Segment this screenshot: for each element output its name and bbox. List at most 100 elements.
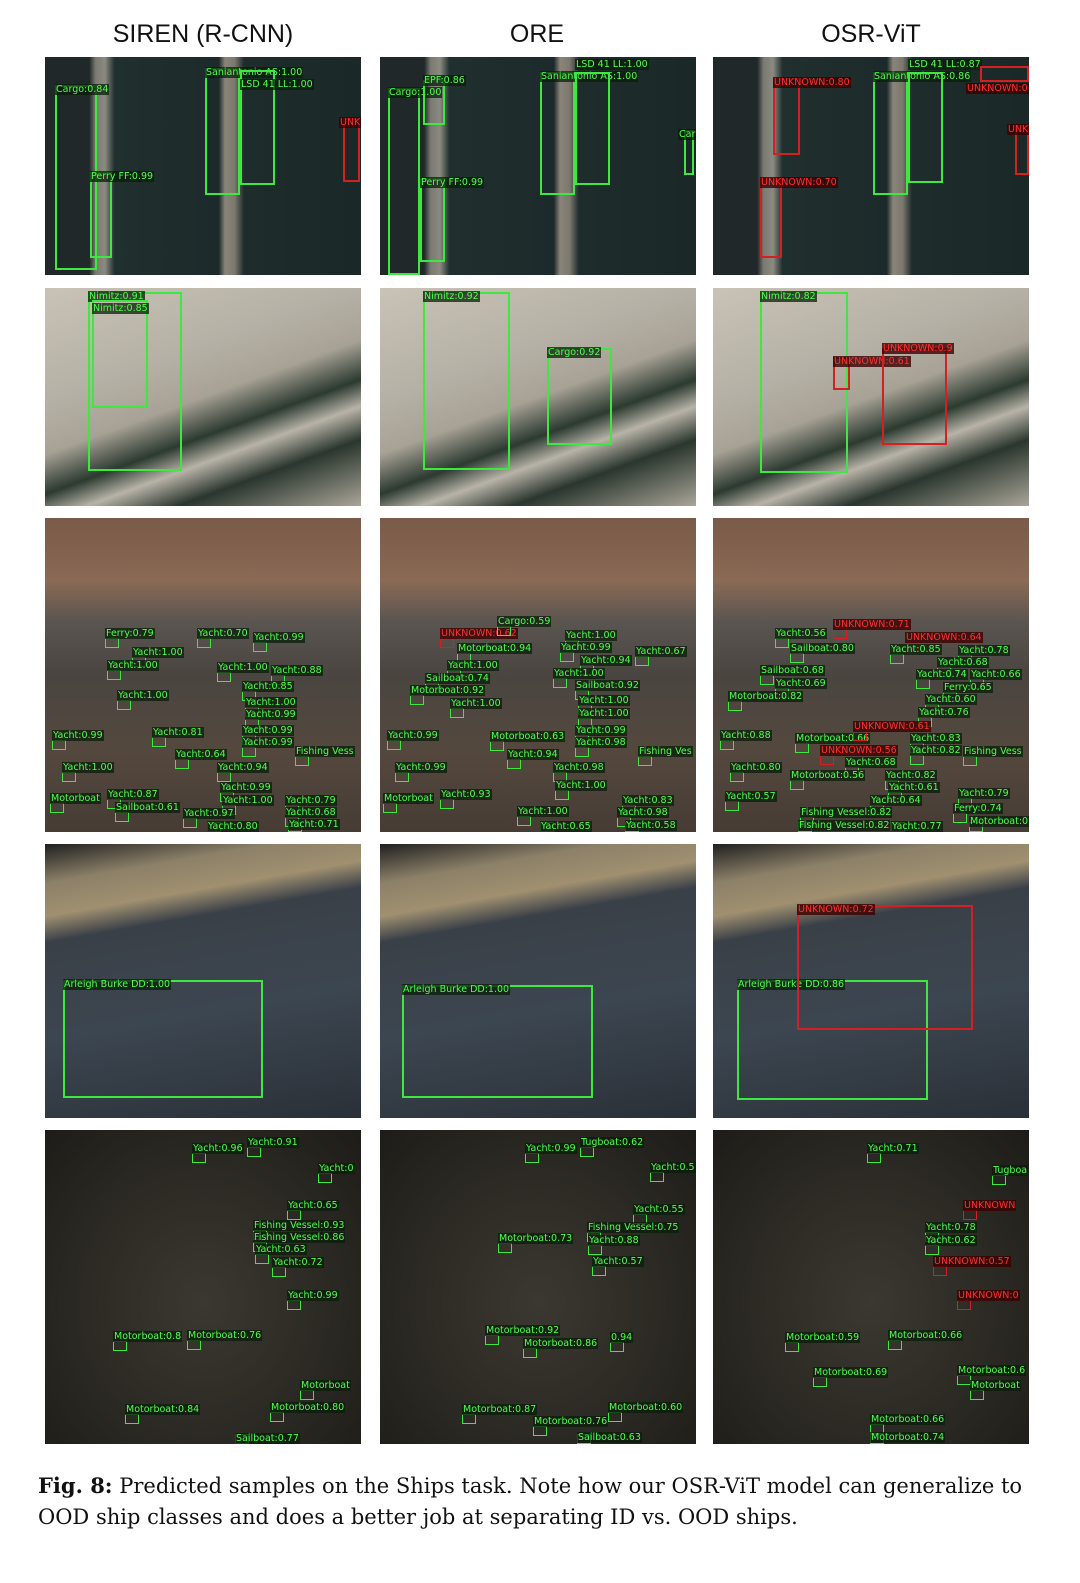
detection-label: Yacht:0.88 xyxy=(720,730,772,741)
detection-box xyxy=(318,1173,332,1183)
detection-label: Yacht:0.74 xyxy=(916,669,968,680)
column-title-siren: SIREN (R-CNN) xyxy=(112,20,294,48)
prediction-panel: Yacht:0.56 UNKNOWN:0.71 UNKNOWN:0.64 Sailbo… xyxy=(713,518,1029,832)
detection-label: Yacht:1.00 xyxy=(222,795,274,806)
detection-label: Yacht:0.65 xyxy=(540,821,592,832)
detection-label: Car xyxy=(678,129,696,140)
detection-label: Cargo:0.92 xyxy=(547,347,602,358)
detection-label: Yacht:0.67 xyxy=(635,646,687,657)
detection-box xyxy=(187,1340,201,1350)
detection-label: UNKNOWN:0.61 xyxy=(853,721,931,732)
detection-label: Yacht:0.82 xyxy=(885,770,937,781)
detection-label: Yacht:0.97 xyxy=(183,808,235,819)
detection-box xyxy=(395,772,409,782)
detection-label: Fishing Vessel:0.93 xyxy=(253,1220,346,1231)
column-title-ore: ORE xyxy=(509,20,565,48)
detection-label: Yacht:0.79 xyxy=(285,795,337,806)
detection-box xyxy=(50,803,64,813)
detection-label: Motorboat:0.56 xyxy=(790,770,866,781)
detection-box xyxy=(205,68,240,195)
detection-box xyxy=(440,638,454,648)
detection-box xyxy=(270,1412,284,1422)
detection-label: Cargo:1.00 xyxy=(388,87,443,98)
detection-label: Yacht:0.68 xyxy=(937,657,989,668)
detection-label: Yacht:0.60 xyxy=(925,694,977,705)
detection-label: Motorboat:0.66 xyxy=(795,733,871,744)
detection-label: Yacht:0.99 xyxy=(242,725,294,736)
detection-label: Yacht:0.80 xyxy=(730,762,782,773)
detection-label: Yacht:0.78 xyxy=(958,645,1010,656)
detection-label: Yacht:0.57 xyxy=(592,1256,644,1267)
detection-label: Motorboat:0.94 xyxy=(457,643,533,654)
detection-label: Yacht:0.79 xyxy=(958,788,1010,799)
detection-label: LSD 41 LL:0.87 xyxy=(908,59,982,70)
detection-box xyxy=(775,638,789,648)
detection-label: LSD 41 LL:1.00 xyxy=(575,59,649,70)
prediction-panel: Yacht:0.71 Tugboa UNKNOWN Yacht:0.78 Yacht:0… xyxy=(713,1130,1029,1444)
detection-box xyxy=(560,652,574,662)
detection-box xyxy=(462,1414,476,1424)
detection-label: Yacht:0.99 xyxy=(395,762,447,773)
detection-label: Yacht:0.85 xyxy=(242,681,294,692)
detection-box xyxy=(957,1375,971,1385)
detection-label: Fishing Vess xyxy=(295,746,355,757)
detection-label: Ferry:0.79 xyxy=(105,628,155,639)
prediction-panel: Ferry:0.79 Yacht:0.70 Yacht:0.99 Yacht:1.00… xyxy=(45,518,361,832)
detection-label: Yacht:1.00 xyxy=(117,690,169,701)
detection-box xyxy=(423,80,445,125)
detection-box xyxy=(497,626,511,636)
detection-box xyxy=(105,638,119,648)
detection-box xyxy=(957,1300,971,1310)
detection-box xyxy=(113,1341,127,1351)
detection-label: Motorboat:0 xyxy=(969,816,1029,827)
detection-label: 0.94 xyxy=(610,1332,634,1343)
detection-label: Yacht:0.81 xyxy=(152,727,204,738)
detection-label: Ferry:0.65 xyxy=(943,682,993,693)
detection-box xyxy=(125,1414,139,1424)
detection-box xyxy=(908,72,943,183)
detection-label: Arleigh Burke DD:1.00 xyxy=(402,984,511,995)
detection-box xyxy=(117,700,131,710)
prediction-panel: UNKNOWN:0.80 UNKNOWN:0.70 Saniantonio AS:0… xyxy=(713,57,1029,275)
detection-label: Sailboat:0.74 xyxy=(425,673,490,684)
detection-label: Motorboat:0.76 xyxy=(187,1330,263,1341)
prediction-panel: Cargo:0.84 Perry FF:0.99 Saniantonio AS:1.… xyxy=(45,57,361,275)
detection-label: Sailboat:0.63 xyxy=(577,1432,642,1443)
detection-label: Motorboat:0.60 xyxy=(608,1402,684,1413)
detection-label: Ferry:0.74 xyxy=(953,803,1003,814)
detection-box xyxy=(63,980,263,1098)
detection-label: Saniantonio AS:1.00 xyxy=(540,71,639,82)
detection-label: Sailboat:0.92 xyxy=(575,680,640,691)
detection-box xyxy=(388,88,420,275)
detection-box xyxy=(507,759,521,769)
detection-label: UNKNOWN:0.80 xyxy=(773,77,851,88)
detection-label: Perry FF:0.99 xyxy=(90,171,155,182)
detection-label: Yacht:1.00 xyxy=(517,806,569,817)
detection-label: Motorboat:0.6 xyxy=(957,1365,1027,1376)
detection-label: Yacht:0.83 xyxy=(910,733,962,744)
detection-box xyxy=(547,348,612,445)
detection-label: Yacht:0.94 xyxy=(217,762,269,773)
detection-label: Motorboat:0.74 xyxy=(870,1432,946,1443)
detection-label: LSD 41 LL:1.00 xyxy=(240,79,314,90)
detection-label: Sailboat:0.80 xyxy=(790,643,855,654)
detection-label: Yacht:0.68 xyxy=(845,757,897,768)
detection-label: Yacht:0.93 xyxy=(440,789,492,800)
detection-box xyxy=(795,743,809,753)
detection-label: Yacht:1.00 xyxy=(62,762,114,773)
detection-box xyxy=(402,985,593,1098)
detection-label: Yacht:0.72 xyxy=(272,1257,324,1268)
detection-box xyxy=(992,1175,1006,1185)
detection-label: Yacht:0.96 xyxy=(192,1143,244,1154)
detection-box xyxy=(498,1243,512,1253)
caption-text: Predicted samples on the Ships task. Not… xyxy=(38,1474,1023,1529)
detection-box xyxy=(553,678,567,688)
detection-label: Motorboat:0.87 xyxy=(462,1404,538,1415)
detection-box xyxy=(517,816,531,826)
detection-label: Yacht:0.66 xyxy=(970,669,1022,680)
detection-box xyxy=(797,905,973,1030)
detection-box xyxy=(790,653,804,663)
prediction-panel: Arleigh Burke DD:1.00 xyxy=(45,844,361,1118)
detection-label: Yacht:0.82 xyxy=(910,745,962,756)
detection-label: Yacht:1.00 xyxy=(450,698,502,709)
